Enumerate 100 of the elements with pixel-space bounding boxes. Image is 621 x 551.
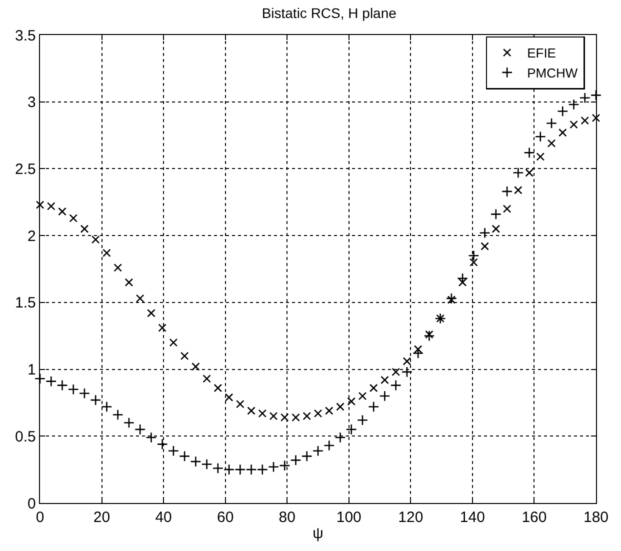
point	[236, 400, 244, 408]
point	[401, 366, 413, 378]
point	[302, 412, 312, 420]
point	[524, 147, 535, 158]
point	[223, 464, 235, 476]
point	[492, 224, 500, 234]
point	[214, 384, 222, 392]
point	[512, 167, 524, 178]
point	[580, 116, 590, 125]
point	[480, 242, 489, 250]
x-tick-label: 180	[583, 509, 609, 526]
point	[202, 374, 211, 383]
point	[334, 432, 346, 444]
point	[147, 308, 156, 318]
x-tick-label: 40	[155, 509, 172, 526]
point	[234, 464, 246, 476]
point	[123, 417, 135, 428]
point	[525, 168, 534, 177]
x-axis-title: ψ	[312, 525, 324, 542]
point	[446, 292, 457, 304]
y-tick-label: 3	[28, 94, 36, 112]
point	[156, 438, 168, 450]
point	[78, 388, 90, 399]
point	[314, 409, 322, 418]
point	[134, 424, 146, 436]
x-tick-label: 60	[216, 509, 234, 526]
point	[158, 324, 166, 332]
point	[90, 394, 102, 406]
point	[58, 207, 66, 216]
point	[534, 131, 546, 142]
point	[292, 413, 300, 422]
point	[192, 362, 200, 371]
point	[168, 445, 179, 456]
point	[470, 258, 478, 266]
x-tick-label: 120	[398, 509, 424, 526]
point	[570, 120, 578, 129]
point	[224, 393, 234, 402]
point	[347, 397, 356, 406]
point	[146, 432, 157, 444]
point	[358, 392, 367, 400]
point	[247, 406, 256, 415]
point	[392, 368, 400, 376]
x-tick-label: 140	[460, 509, 485, 526]
point	[447, 296, 456, 304]
point	[368, 401, 380, 412]
point	[514, 186, 522, 194]
point	[124, 278, 134, 287]
point	[424, 330, 435, 342]
point	[479, 227, 490, 238]
x-tick-label: 20	[93, 509, 110, 526]
point	[557, 106, 568, 117]
point	[46, 376, 57, 387]
point	[379, 390, 390, 402]
point	[136, 294, 144, 303]
y-tick-label: 2.5	[15, 160, 36, 178]
point	[80, 224, 89, 234]
point	[280, 413, 289, 422]
y-tick-label: 3.5	[15, 27, 36, 44]
point	[425, 330, 434, 339]
point	[336, 402, 344, 411]
point	[501, 186, 513, 197]
point	[34, 373, 46, 384]
point	[369, 384, 378, 392]
x-tick-label: 100	[336, 509, 362, 526]
point	[590, 90, 602, 101]
point	[558, 128, 567, 137]
point	[114, 264, 122, 272]
chart-title: Bistatic RCS, H plane	[262, 5, 397, 22]
y-tick-label: 1	[28, 362, 36, 379]
point	[258, 409, 267, 418]
point	[412, 348, 424, 359]
legend-label: EFIE	[527, 46, 556, 61]
point	[268, 461, 280, 472]
point	[592, 114, 600, 122]
point	[356, 414, 368, 426]
point	[402, 357, 412, 366]
point	[69, 214, 78, 222]
point	[112, 409, 124, 420]
point	[190, 456, 202, 468]
point	[458, 278, 467, 287]
point	[101, 401, 112, 412]
point	[179, 450, 190, 462]
x-tick-label: 160	[522, 509, 547, 526]
point	[256, 464, 268, 476]
point	[68, 384, 79, 395]
point	[490, 208, 502, 220]
point	[502, 204, 512, 213]
point	[180, 352, 189, 360]
point	[46, 202, 56, 210]
point	[312, 445, 324, 456]
point	[279, 460, 290, 472]
y-tick-label: 2	[28, 228, 36, 245]
point	[324, 406, 334, 415]
point	[301, 450, 312, 462]
x-tick-label: 80	[278, 509, 296, 526]
legend-label: PMCHW	[527, 66, 578, 81]
point	[536, 152, 545, 161]
point	[169, 338, 178, 347]
point	[346, 424, 357, 436]
point	[56, 380, 68, 391]
